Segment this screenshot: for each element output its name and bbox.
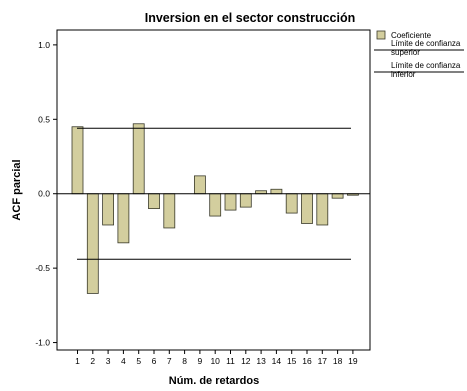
x-tick-label: 11 [226,356,235,366]
x-tick-label: 4 [121,356,126,366]
bar-lag-1 [71,126,84,195]
bar-lag-2 [86,193,99,294]
x-tick-label: 3 [106,356,111,366]
plot-layer: 1.00.50.0-0.5-1.01 2 3 4 5 6 7 8 9 10 11 12 13 14 15 16… [35,40,370,366]
bar-lag-4 [117,193,130,244]
legend-swatch-coeficiente [376,30,386,40]
bar-lag-17 [316,193,329,226]
y-tick-label: 1.0 [38,40,50,50]
x-tick-label: 10 [210,356,220,366]
y-tick-label: 0.5 [38,114,50,124]
x-tick-label: 15 [287,356,297,366]
bar-lag-3 [102,193,114,226]
legend-label-upper-line1: Límite de confianza [391,39,461,48]
bar-lag-10 [209,193,222,217]
x-tick-label: 9 [198,356,203,366]
bar-lag-16 [301,193,313,224]
legend-label-lower-line1: Límite de confianza [391,61,461,70]
x-tick-label: 2 [90,356,95,366]
y-axis-title: ACF parcial [11,159,23,220]
chart-title: Inversion en el sector construcción [145,11,355,25]
bar-lag-15 [285,193,298,214]
x-tick-label: 13 [256,356,266,366]
x-tick-label: 16 [302,356,312,366]
legend-label-coeficiente: Coeficiente [391,31,432,40]
x-tick-label: 5 [136,356,141,366]
x-tick-label: 1 [75,356,80,366]
legend-label-upper-line2: superior [391,48,420,57]
bar-lag-5 [132,123,145,195]
x-tick-label: 18 [333,356,343,366]
x-tick-label: 14 [272,356,282,366]
x-tick-label: 19 [348,356,358,366]
x-tick-label: 6 [152,356,157,366]
y-tick-label: 0.0 [38,189,50,199]
bar-lag-6 [148,193,160,210]
bar-lag-18 [331,193,344,199]
x-axis-title: Núm. de retardos [169,375,259,386]
x-tick-label: 17 [318,356,328,366]
y-tick-label: -1.0 [35,338,50,348]
plot-frame [56,29,371,351]
x-tick-label: 8 [182,356,187,366]
y-tick-label: -0.5 [35,263,50,273]
legend-label-lower-line2: inferior [391,70,416,79]
x-tick-label: 7 [167,356,172,366]
bar-lag-9 [193,175,206,195]
bar-lag-12 [239,193,252,208]
x-tick-label: 12 [241,356,251,366]
bar-lag-14 [270,188,283,195]
bar-lag-7 [163,193,176,229]
bar-lag-11 [224,193,237,211]
